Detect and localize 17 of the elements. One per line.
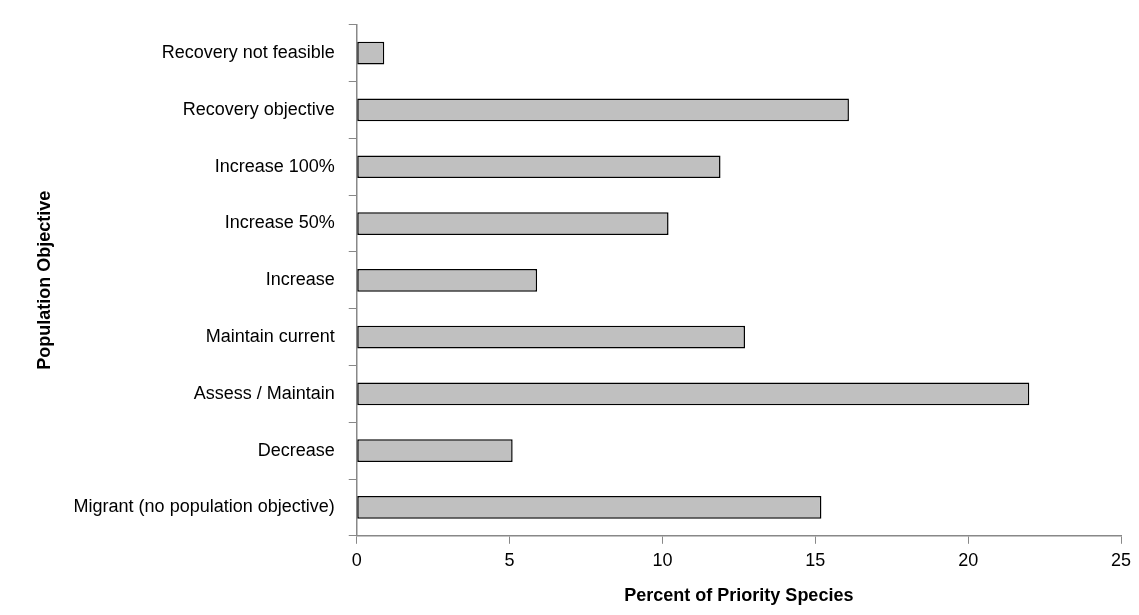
x-axis-title: Percent of Priority Species <box>624 585 854 606</box>
y-tick-label: Decrease <box>257 439 335 460</box>
x-tick-label: 10 <box>652 549 673 570</box>
x-tick-label: 15 <box>805 549 826 570</box>
y-tick-label: Increase <box>265 269 335 290</box>
y-tick-label: Recovery objective <box>182 98 335 119</box>
y-axis-title: Population Objective <box>33 190 54 370</box>
x-tick-label: 0 <box>351 549 362 570</box>
x-tick-label: 20 <box>958 549 979 570</box>
y-tick-label: Migrant (no population objective) <box>73 496 335 517</box>
x-tick-label: 25 <box>1110 549 1132 570</box>
y-tick-label: Recovery not feasible <box>161 42 335 63</box>
y-tick-label: Maintain current <box>205 326 335 347</box>
x-tick-label: 5 <box>504 549 515 570</box>
y-tick-label: Increase 50% <box>224 212 335 233</box>
y-tick-label: Assess / Maintain <box>193 382 335 403</box>
y-tick-label: Increase 100% <box>214 155 335 176</box>
